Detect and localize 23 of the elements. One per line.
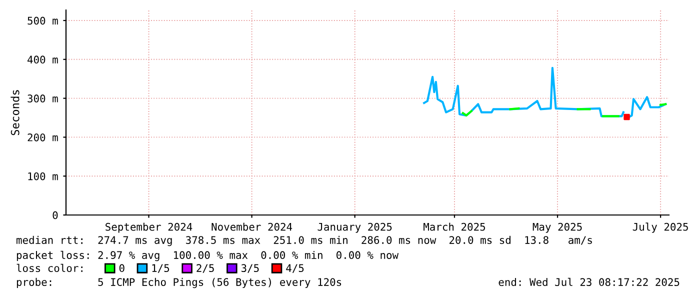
x-tick-label: November 2024 <box>212 222 292 231</box>
legend-label: 4/5 <box>286 264 304 273</box>
x-tick-label: January 2025 <box>318 222 392 233</box>
y-axis-title: Seconds <box>10 90 20 136</box>
legend-label: 1/5 <box>152 264 170 273</box>
legend-label: 3/5 <box>241 264 259 273</box>
y-tick-label: 300 m <box>28 94 58 102</box>
text: median rtt: 274.7 ms avg 378.5 ms max 251.0 ms min 286.0 ms now 20.0 ms sd 13.8 am/s <box>16 236 592 246</box>
y-tick-label: 0 <box>52 211 58 220</box>
legend-label: 0 <box>119 264 124 272</box>
y-tick-label: 400 m <box>28 56 58 64</box>
y-tick-label: 500 m <box>28 16 58 25</box>
text: end: Wed Jul 23 08:17:22 2025 <box>498 278 680 286</box>
x-tick-label: March 2025 <box>424 222 486 231</box>
text: probe: 5 ICMP Echo Pings (56 Bytes) every 120s <box>16 278 342 288</box>
x-tick-label: May 2025 <box>532 222 582 233</box>
text: loss color: <box>16 264 82 272</box>
legend-label: 2/5 <box>196 264 214 273</box>
x-tick-label: July 2025 <box>632 222 688 233</box>
x-tick-label: September 2024 <box>106 222 192 233</box>
y-tick-label: 100 m <box>28 172 58 180</box>
y-tick-label: 200 m <box>28 133 58 142</box>
text: packet loss: 2.97 % avg 100.00 % max 0.00 % min 0.00 % now <box>16 250 399 262</box>
